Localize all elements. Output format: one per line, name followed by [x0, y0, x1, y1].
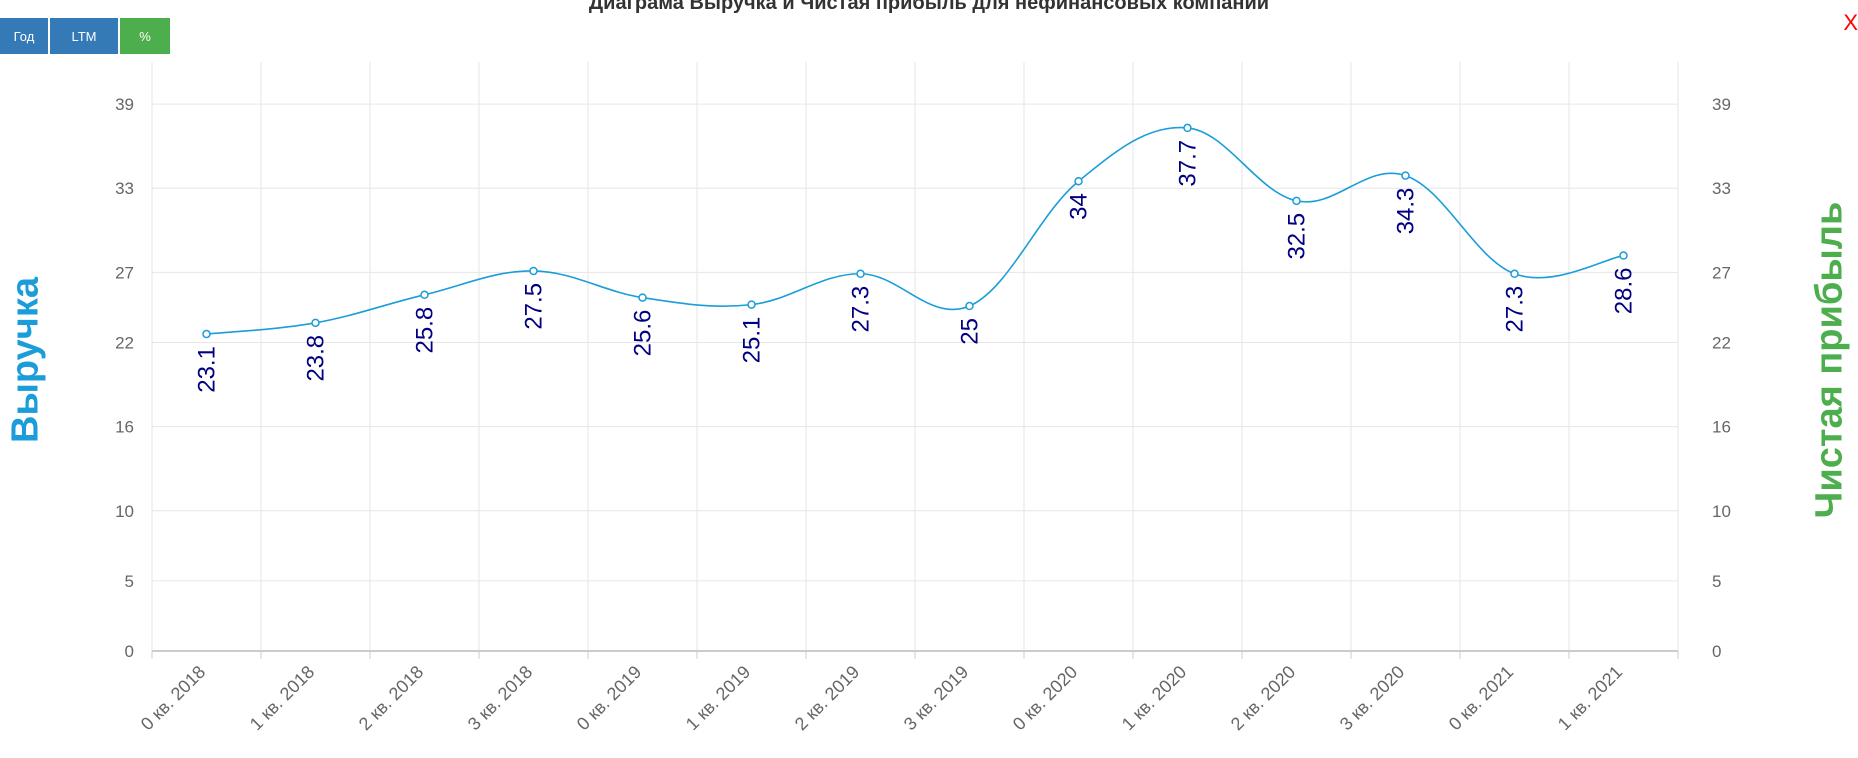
data-label: 25.6 [630, 310, 657, 357]
y-tick-label-right: 39 [1712, 95, 1731, 114]
y-tick-label-left: 33 [115, 179, 134, 198]
y-tick-label-right: 16 [1712, 418, 1731, 437]
x-tick-label: 1 кв. 2020 [1118, 662, 1190, 734]
data-point [965, 301, 974, 311]
data-label: 25.8 [412, 307, 439, 354]
data-label: 27.5 [521, 283, 548, 330]
series-line-group [206, 126, 1624, 335]
y-tick-label-right: 22 [1712, 333, 1731, 352]
y-tick-label-right: 27 [1712, 263, 1731, 282]
data-label: 25.1 [739, 317, 766, 364]
data-point [1619, 251, 1628, 260]
y-tick-label-left: 22 [115, 333, 134, 352]
data-label: 32.5 [1284, 213, 1311, 260]
x-tick-label: 0 кв. 2021 [1445, 662, 1517, 734]
y-axis-left: 0 5 10 16 22 27 33 39 [115, 95, 134, 661]
data-point [1183, 123, 1192, 133]
data-point [420, 290, 429, 300]
y-tick-label-right: 33 [1712, 179, 1731, 198]
x-tick-label: 3 кв. 2020 [1336, 662, 1408, 734]
x-tick-label: 0 кв. 2018 [137, 662, 209, 734]
x-tick-label: 3 кв. 2019 [900, 662, 972, 734]
x-tick-label: 0 кв. 2019 [573, 662, 645, 734]
data-point [747, 300, 756, 309]
y-tick-label-left: 10 [115, 502, 134, 521]
data-point [1292, 196, 1301, 206]
x-tick-label: 3 кв. 2018 [464, 662, 536, 734]
x-tick-label: 2 кв. 2018 [355, 662, 427, 734]
data-label: 27.3 [848, 286, 875, 333]
x-tick-label: 2 кв. 2019 [791, 662, 863, 734]
x-axis: 0 кв. 2018 1 кв. 2018 2 кв. 2018 3 кв. 2018… [137, 650, 1679, 734]
year-button[interactable]: Год [0, 18, 48, 54]
y-tick-label-right: 0 [1712, 642, 1721, 661]
period-button-group: Год LTM % [0, 18, 172, 54]
data-label: 34 [1066, 193, 1093, 220]
chart-gridlines [151, 62, 1679, 652]
x-tick-label: 2 кв. 2020 [1227, 662, 1299, 734]
data-label: 28.6 [1611, 268, 1638, 315]
y-tick-label-left: 39 [115, 95, 134, 114]
ltm-button[interactable]: LTM [50, 18, 118, 54]
data-point [856, 269, 865, 279]
data-label: 34.3 [1393, 188, 1420, 235]
data-point [311, 318, 320, 328]
data-label: 25 [957, 318, 984, 345]
data-points [202, 123, 1628, 339]
data-point [202, 329, 211, 339]
series-line [206, 126, 1624, 335]
data-label: 37.7 [1175, 140, 1202, 187]
x-tick-label: 0 кв. 2020 [1009, 662, 1081, 734]
data-label: 23.8 [303, 335, 330, 382]
y-axis-right: 0 5 10 16 22 27 33 39 [1712, 95, 1731, 661]
data-label: 23.1 [194, 346, 221, 393]
y-tick-label-left: 0 [125, 642, 134, 661]
y-tick-label-left: 16 [115, 418, 134, 437]
y-tick-label-right: 10 [1712, 502, 1731, 521]
data-point [1510, 269, 1519, 279]
data-labels: 23.1 23.8 25.8 27.5 25.6 25.1 27.3 25 34 37.7 32.5… [194, 140, 1638, 393]
data-label: 27.3 [1502, 286, 1529, 333]
x-tick-label: 1 кв. 2019 [682, 662, 754, 734]
close-icon[interactable]: X [1843, 10, 1858, 35]
data-point [529, 266, 538, 276]
data-point [638, 293, 647, 302]
data-point [1074, 176, 1083, 186]
x-tick-label: 1 кв. 2018 [246, 662, 318, 734]
chart-title: Диаграма Выручка и Чистая прибыль для не… [588, 0, 1270, 14]
y-tick-label-left: 5 [125, 572, 134, 591]
percent-button[interactable]: % [120, 18, 170, 54]
y-tick-label-right: 5 [1712, 572, 1721, 591]
y-tick-label-left: 27 [115, 263, 134, 282]
x-tick-label: 1 кв. 2021 [1554, 662, 1626, 734]
data-point [1401, 171, 1410, 180]
